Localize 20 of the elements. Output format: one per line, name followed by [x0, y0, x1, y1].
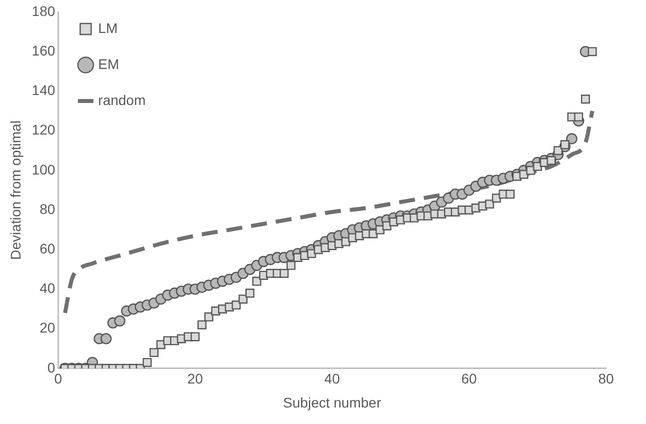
line-series [63, 109, 594, 315]
y-tick-label: 100 [32, 161, 56, 178]
x-axis-title: Subject number [283, 394, 382, 410]
legend-label: LM [98, 20, 118, 36]
legend-label: EM [98, 56, 120, 72]
y-tick-label: 80 [40, 200, 56, 217]
y-tick-label: 120 [32, 122, 56, 138]
y-tick-label: 140 [32, 82, 56, 98]
x-tick-label: 60 [461, 370, 478, 387]
legend-label: random [98, 92, 146, 108]
y-tick-label: 180 [32, 2, 56, 19]
y-axis-title: Deviation from optimal [7, 120, 24, 260]
y-tick-label: 20 [40, 320, 56, 336]
x-tick-label: 20 [187, 370, 204, 387]
y-tick-label: 40 [40, 280, 56, 296]
x-tick-label: 40 [324, 370, 340, 387]
y-tick-label: 160 [32, 42, 56, 58]
y-tick-label: 60 [40, 240, 56, 256]
x-tick-label: 80 [598, 370, 614, 387]
y-tick-label: 0 [47, 359, 56, 376]
